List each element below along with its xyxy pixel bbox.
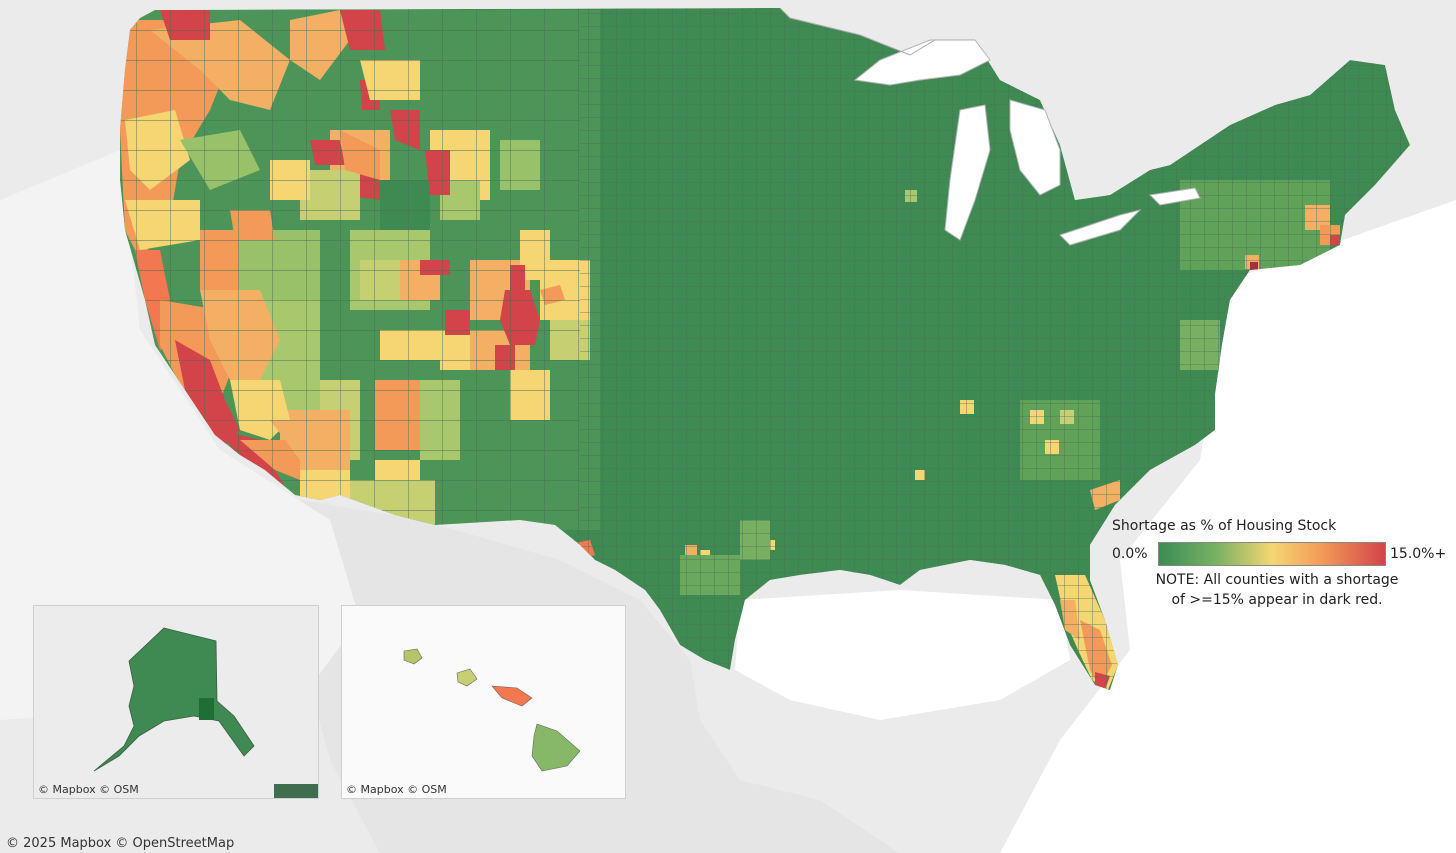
- alaska-inset[interactable]: © Mapbox © OSM: [33, 605, 319, 799]
- us-canada-border: [779, 7, 975, 56]
- legend-note: NOTE: All counties with a shortage of >=…: [1112, 570, 1442, 610]
- legend-min-label: 0.0%: [1112, 546, 1148, 562]
- lake-ontario: [1148, 187, 1201, 206]
- alaska-inset-credit[interactable]: © Mapbox © OSM: [38, 783, 139, 796]
- atlantic-water: [1000, 200, 1456, 853]
- lake-michigan: [944, 104, 991, 241]
- pacific-water: [0, 150, 360, 720]
- lake-erie: [1059, 209, 1142, 246]
- legend-note-line1: NOTE: All counties with a shortage: [1155, 572, 1399, 588]
- lake-superior: [853, 39, 991, 86]
- hawaii-big-island: [531, 723, 581, 772]
- legend-title: Shortage as % of Housing Stock: [1112, 518, 1337, 534]
- kauai-island: [403, 648, 423, 665]
- legend-gradient-bar: [1158, 542, 1386, 566]
- alaska-state: [93, 627, 255, 772]
- hawaii-inset-credit[interactable]: © Mapbox © OSM: [346, 783, 447, 796]
- maui-county-islands: [491, 685, 533, 707]
- gulf-water: [735, 590, 1070, 720]
- legend-note-line2: of >=15% appear in dark red.: [1171, 592, 1383, 608]
- hawaii-map: [342, 606, 625, 798]
- legend-scale: 0.0% 15.0%+: [1112, 542, 1452, 566]
- legend-max-label: 15.0%+: [1390, 546, 1447, 562]
- map-attribution[interactable]: © 2025 Mapbox © OpenStreetMap: [6, 836, 235, 851]
- color-legend: Shortage as % of Housing Stock 0.0% 15.0…: [1112, 518, 1452, 610]
- alaska-map: [34, 606, 318, 798]
- oahu-island: [456, 668, 478, 687]
- hawaii-inset[interactable]: © Mapbox © OSM: [341, 605, 626, 799]
- lake-huron: [1009, 99, 1061, 196]
